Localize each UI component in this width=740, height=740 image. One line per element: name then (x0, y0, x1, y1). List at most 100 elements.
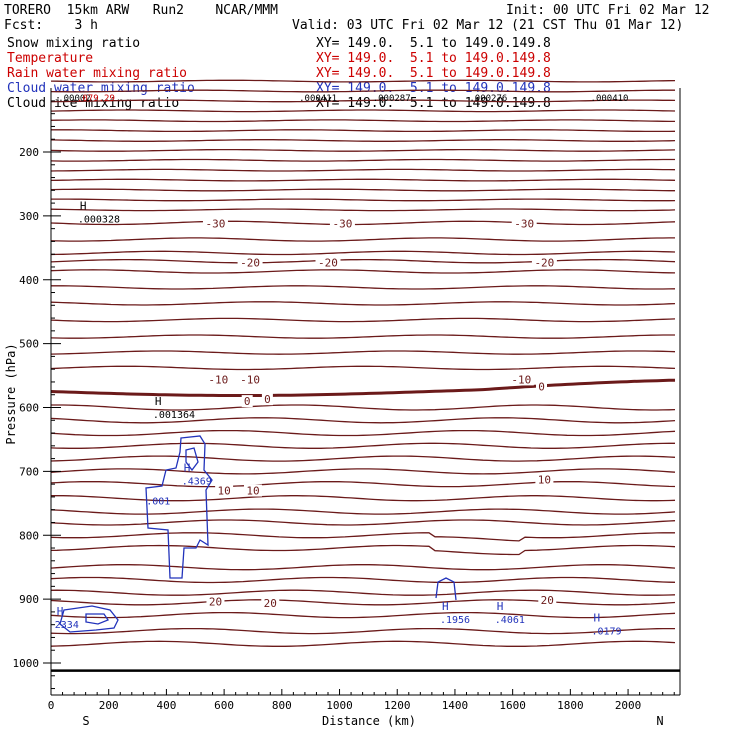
maximum-marker: H (57, 605, 64, 618)
x-tick-label: 1400 (442, 699, 469, 712)
isotherm-label: 20 (541, 594, 554, 607)
isotherm-line (50, 109, 676, 113)
top-label: .000276 (469, 94, 507, 104)
isotherm-label: 0 (244, 395, 251, 408)
isotherm-label: -20 (534, 257, 554, 270)
isotherm-line (50, 99, 676, 103)
isotherm-label: -30 (514, 218, 534, 231)
x-tick-label: 0 (48, 699, 55, 712)
isotherm-label-bg (202, 217, 228, 230)
y-tick-label: 400 (19, 274, 39, 287)
y-tick-label: 800 (19, 529, 39, 542)
maximum-value: .0179 (591, 626, 621, 637)
isotherm-line (50, 168, 676, 172)
maximum-marker: H (593, 611, 600, 624)
legend-label-cloud-water: Cloud water mixing ratio (7, 81, 195, 96)
maximum-marker: H (497, 600, 504, 613)
isotherm-label-bg (511, 217, 537, 230)
top-label: .000410 (591, 94, 629, 104)
isotherm-label: -30 (206, 218, 226, 231)
isotherm-label: 0 (538, 380, 545, 393)
maximum-value: .4369 (182, 476, 212, 487)
isotherm-line (50, 378, 676, 397)
top-label: .000411 (299, 94, 337, 104)
isotherm-label: -30 (332, 218, 352, 231)
y-tick-label: 700 (19, 465, 39, 478)
cloud-water-contour (185, 447, 199, 472)
isotherm-line (51, 285, 676, 290)
legend-label-snow: Snow mixing ratio (7, 36, 141, 51)
maximum-marker: H (155, 395, 162, 408)
isotherm-label: -10 (240, 373, 260, 386)
isotherm-label-bg (536, 380, 548, 393)
isotherm-line (50, 350, 676, 355)
isotherm-line (50, 611, 676, 619)
maximum-marker: H (80, 199, 87, 212)
cloud-water-contours (59, 435, 457, 633)
legend-xy-rain: XY= 149.0. 5.1 to 149.0.149.8 (316, 66, 551, 81)
isotherm-line (50, 220, 676, 226)
y-tick-label: 200 (19, 146, 39, 159)
isotherm-line (50, 158, 675, 162)
isotherm-line (50, 544, 676, 556)
isotherm-label: -10 (208, 373, 228, 386)
isotherm-line (50, 237, 675, 242)
header-fcst: Fcst: 3 h (4, 18, 98, 33)
maximum-marker: H (184, 461, 191, 474)
isotherm-line (50, 442, 675, 449)
isotherm-line (50, 599, 676, 606)
isotherm-label: 0 (264, 393, 271, 406)
y-tick-label: 900 (19, 593, 39, 606)
maximum-value: 2334 (55, 620, 79, 631)
cloud-water-label: .001 (146, 497, 170, 508)
y-tick-label: 300 (19, 210, 39, 223)
isotherm-line (50, 208, 676, 212)
cloud-water-contour (145, 435, 213, 579)
x-tick-label: 1000 (326, 699, 353, 712)
isotherm-label-bg (535, 473, 554, 486)
y-tick-label: 500 (19, 338, 39, 351)
x-tick-label: 1600 (499, 699, 526, 712)
isotherm-line (50, 576, 676, 584)
isotherm-label: 10 (246, 485, 259, 498)
isotherm-label-bg (205, 373, 231, 386)
isotherm-line (50, 250, 676, 256)
isotherm-label: -20 (318, 257, 338, 270)
x-tick-label: 1200 (384, 699, 411, 712)
isotherm-label-bg (538, 593, 557, 606)
maximum-value: .000328 (78, 214, 120, 225)
isotherm-line (50, 481, 676, 488)
header-valid: Valid: 03 UTC Fri 02 Mar 12 (21 CST Thu … (292, 18, 684, 33)
maximum-value: .001364 (153, 410, 195, 421)
isotherm-line (51, 495, 676, 502)
top-label: .000287 (373, 94, 411, 104)
isotherm-line (50, 532, 675, 542)
isotherm-line (50, 508, 676, 515)
y-tick-label: 1000 (13, 657, 40, 670)
x-tick-label: 800 (272, 699, 292, 712)
isotherm-line (50, 429, 676, 437)
isotherm-label: 20 (264, 597, 277, 610)
isotherm-line (50, 258, 676, 264)
isotherm-label-bg (261, 393, 273, 406)
x-axis-end-label-north: N (656, 714, 663, 728)
maximum-value: .1956 (440, 615, 470, 626)
maximum-marker: H (442, 600, 449, 613)
x-axis-label: Distance (km) (322, 714, 416, 728)
isotherm-line (51, 404, 676, 411)
isotherm-line (50, 269, 676, 274)
cloud-water-contour (435, 577, 457, 601)
legend-xy-cloud-water: XY= 149.0. 5.1 to 149.0.149.8 (316, 81, 551, 96)
isotherm-line (50, 564, 676, 571)
x-tick-label: 400 (156, 699, 176, 712)
isotherm-line (50, 627, 675, 635)
legend-xy-temperature: XY= 149.0. 5.1 to 149.0.149.8 (316, 51, 551, 66)
header-init: Init: 00 UTC Fri 02 Mar 12 (506, 3, 710, 18)
cloud-water-contour (59, 605, 119, 633)
top-label: .079.29 (77, 94, 115, 104)
maximum-value: .4061 (495, 615, 525, 626)
y-axis-label: Pressure (hPa) (4, 343, 18, 444)
isotherm-label-bg (315, 256, 341, 269)
isotherm-label: -10 (511, 373, 531, 386)
